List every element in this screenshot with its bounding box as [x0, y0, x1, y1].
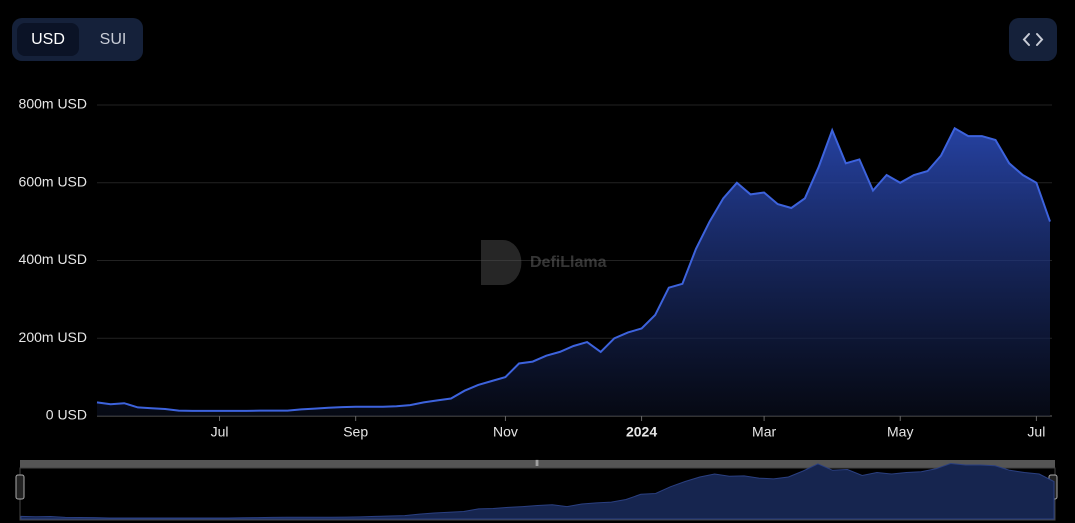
brush-bar[interactable] — [20, 460, 1055, 468]
brush-handle[interactable] — [15, 474, 25, 500]
line — [96, 126, 1051, 412]
toggle-option[interactable]: USD — [17, 23, 79, 56]
y-tick-label: 800m USD — [19, 96, 87, 112]
y-tick-label: 600m USD — [19, 173, 87, 189]
x-tick-label: 2024 — [626, 424, 657, 440]
y-tick-label: 200m USD — [19, 329, 87, 345]
x-tick-label: Nov — [493, 424, 518, 440]
watermark-text: DefiLlama — [530, 254, 607, 271]
brush-grip: ⦀ — [535, 459, 539, 468]
toggle-option[interactable]: SUI — [99, 31, 127, 48]
x-tick-label: Sep — [343, 424, 368, 440]
x-tick-label: Jul — [1027, 424, 1045, 440]
currency-toggle: USD SUI — [12, 18, 143, 61]
x-tick-label: Jul — [211, 424, 229, 440]
overview-area — [20, 462, 1055, 520]
embed-icon — [1022, 33, 1044, 46]
watermark: DefiLlama — [481, 240, 607, 285]
area — [97, 128, 1050, 417]
y-tick-label: 400m USD — [19, 251, 87, 267]
y-tick-label: 0 USD — [46, 407, 87, 423]
x-tick-label: Mar — [752, 424, 776, 440]
embed-button[interactable] — [1009, 18, 1057, 61]
x-tick-label: May — [887, 424, 913, 440]
